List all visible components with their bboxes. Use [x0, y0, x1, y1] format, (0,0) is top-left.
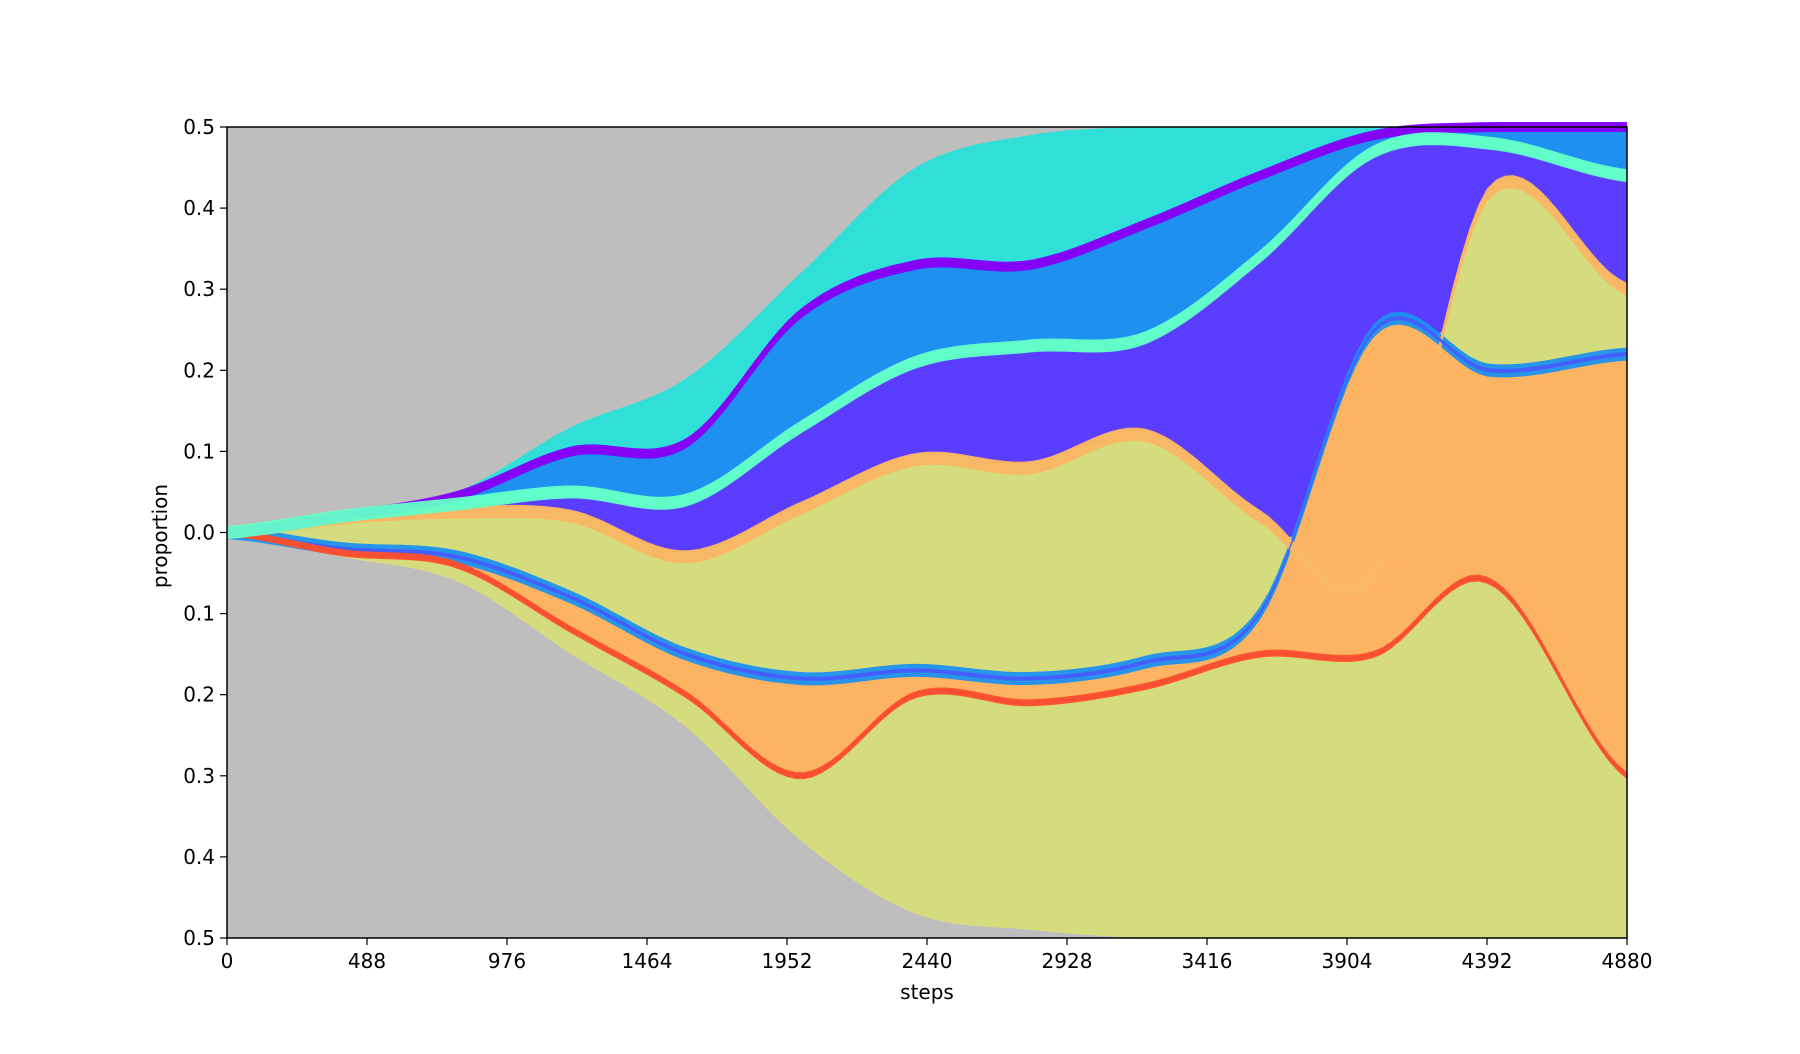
x-axis: 0 488 976 1464 1952 2440 2928 3416 3904 4392 4880: [221, 938, 1653, 973]
series-stream: [227, 529, 1627, 780]
x-tick-label: 1464: [622, 949, 673, 973]
x-tick-label: 1952: [762, 949, 813, 973]
x-tick-label: 2440: [902, 949, 953, 973]
y-tick-label: 0.2: [183, 358, 215, 382]
y-tick-label: 0.4: [183, 845, 215, 869]
x-tick-label: 3416: [1182, 949, 1233, 973]
x-tick-label: 4880: [1602, 949, 1653, 973]
plot-area: [226, 122, 1628, 939]
x-tick-label: 2928: [1042, 949, 1093, 973]
stream-band: [227, 127, 1627, 533]
y-tick-label: 0.5: [183, 115, 215, 139]
y-tick-label: 0.3: [183, 277, 215, 301]
y-tick-label: 0.3: [183, 764, 215, 788]
y-tick-label: 0.2: [183, 683, 215, 707]
x-tick-label: 4392: [1462, 949, 1513, 973]
y-tick-label: 0.1: [183, 602, 215, 626]
x-tick-label: 3904: [1322, 949, 1373, 973]
y-tick-label: 0.4: [183, 196, 215, 220]
x-tick-label: 0: [221, 949, 234, 973]
stream-band: [227, 127, 1627, 533]
stream-band: [227, 318, 1627, 776]
y-tick-label: 0.0: [183, 521, 215, 545]
x-tick-label: 488: [348, 949, 386, 973]
x-tick-label: 976: [488, 949, 526, 973]
y-axis: 0.5 0.4 0.3 0.2 0.1 0.0 0.1 0.2 0.3 0.4 0.5: [183, 115, 227, 950]
y-tick-label: 0.1: [183, 439, 215, 463]
stream-band: [227, 181, 1627, 679]
x-axis-label: steps: [900, 980, 954, 1004]
y-tick-label: 0.5: [183, 926, 215, 950]
y-axis-label: proportion: [148, 484, 172, 588]
